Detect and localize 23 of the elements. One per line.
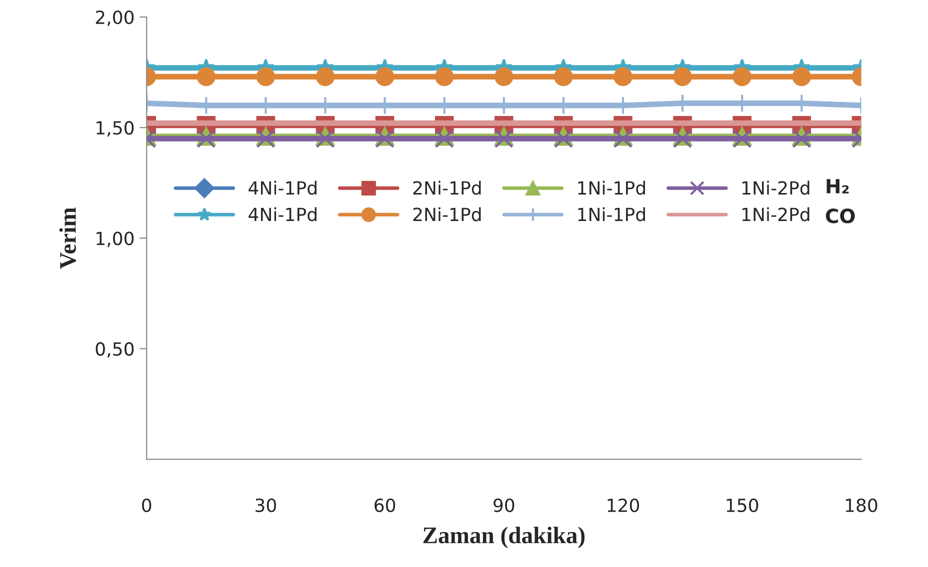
x-tick-label: 60	[374, 498, 396, 512]
y-tick-label: 0,50	[96, 342, 134, 358]
y-tick-label: 1,00	[96, 232, 134, 248]
x-tick-label: 90	[494, 498, 514, 512]
x-axis-title: Zaman (dakika)	[423, 526, 585, 548]
legend-label: 1Ni-1Pd	[578, 207, 645, 222]
annotation: H₂	[826, 179, 849, 194]
y-axis-title: Verim	[59, 208, 76, 269]
legend-label: 2Ni-1Pd	[413, 180, 481, 195]
x-tick-label: 150	[726, 498, 758, 512]
x-tick-label: 120	[608, 498, 640, 512]
x-tick-label: 180	[846, 498, 878, 512]
legend-label: 1Ni-2Pd	[742, 180, 810, 195]
legend-label: 1Ni-1Pd	[578, 180, 645, 195]
legend-label: 1Ni-2Pd	[742, 207, 810, 222]
x-tick-label: 30	[256, 498, 276, 512]
legend-label: 4Ni-1Pd	[248, 207, 316, 222]
annotation: CO	[826, 208, 855, 224]
y-tick-label: 2,00	[96, 10, 134, 26]
legend-label: 4Ni-1Pd	[248, 180, 316, 195]
legend-label: 2Ni-1Pd	[413, 207, 481, 222]
y-tick-label: 1,50	[96, 121, 134, 137]
x-tick-label: 0	[142, 498, 152, 512]
